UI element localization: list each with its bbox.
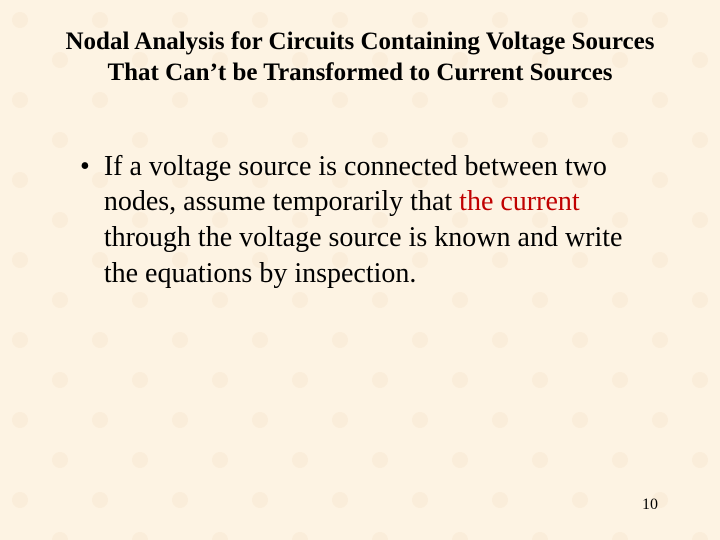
title-line-2: That Can’t be Transformed to Current Sou… (107, 59, 612, 86)
content-area: • If a voltage source is connected betwe… (40, 149, 680, 292)
title-line-1: Nodal Analysis for Circuits Containing V… (66, 28, 655, 55)
slide: Nodal Analysis for Circuits Containing V… (0, 0, 720, 540)
bullet-text: If a voltage source is connected between… (104, 149, 650, 292)
bullet-post: through the voltage source is known and … (104, 222, 623, 289)
page-number: 10 (642, 496, 658, 514)
bullet-marker-icon: • (80, 149, 90, 185)
bullet-highlight: the current (459, 186, 580, 217)
bullet-item: • If a voltage source is connected betwe… (80, 149, 650, 292)
slide-title: Nodal Analysis for Circuits Containing V… (40, 26, 680, 89)
